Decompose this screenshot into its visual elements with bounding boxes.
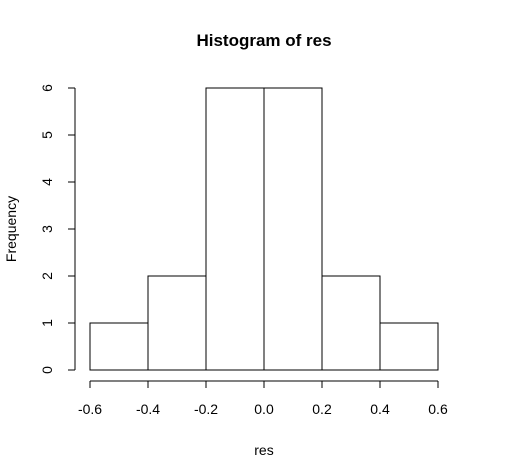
histogram-bar-5 [379,322,439,371]
x-tick-label-0: -0.6 [78,401,102,417]
histogram-bar-1 [147,275,207,371]
x-tick-label-5: 0.4 [370,401,390,417]
bars-group [89,87,439,371]
y-tick-label-3: 3 [39,225,55,233]
x-axis-label: res [254,442,273,458]
histogram-bar-2 [205,87,265,371]
histogram-bar-3 [263,87,323,371]
y-axis-label: Frequency [3,196,19,262]
x-tick-label-2: -0.2 [194,401,218,417]
x-tick-label-3: 0.0 [254,401,274,417]
x-axis: -0.6 -0.4 -0.2 0.0 0.2 0.4 0.6 [78,380,448,417]
y-tick-label-2: 2 [39,272,55,280]
y-tick-label-5: 5 [39,131,55,139]
y-tick-label-6: 6 [39,84,55,92]
y-tick-label-0: 0 [39,366,55,374]
chart-title: Histogram of res [196,31,331,50]
x-tick-label-4: 0.2 [312,401,332,417]
y-axis: 0 1 2 3 4 5 6 [39,84,76,374]
x-tick-label-6: 0.6 [428,401,448,417]
y-tick-label-1: 1 [39,319,55,327]
x-tick-label-1: -0.4 [136,401,160,417]
y-tick-label-4: 4 [39,178,55,186]
histogram-bar-0 [89,322,149,371]
histogram-bar-4 [321,275,381,371]
